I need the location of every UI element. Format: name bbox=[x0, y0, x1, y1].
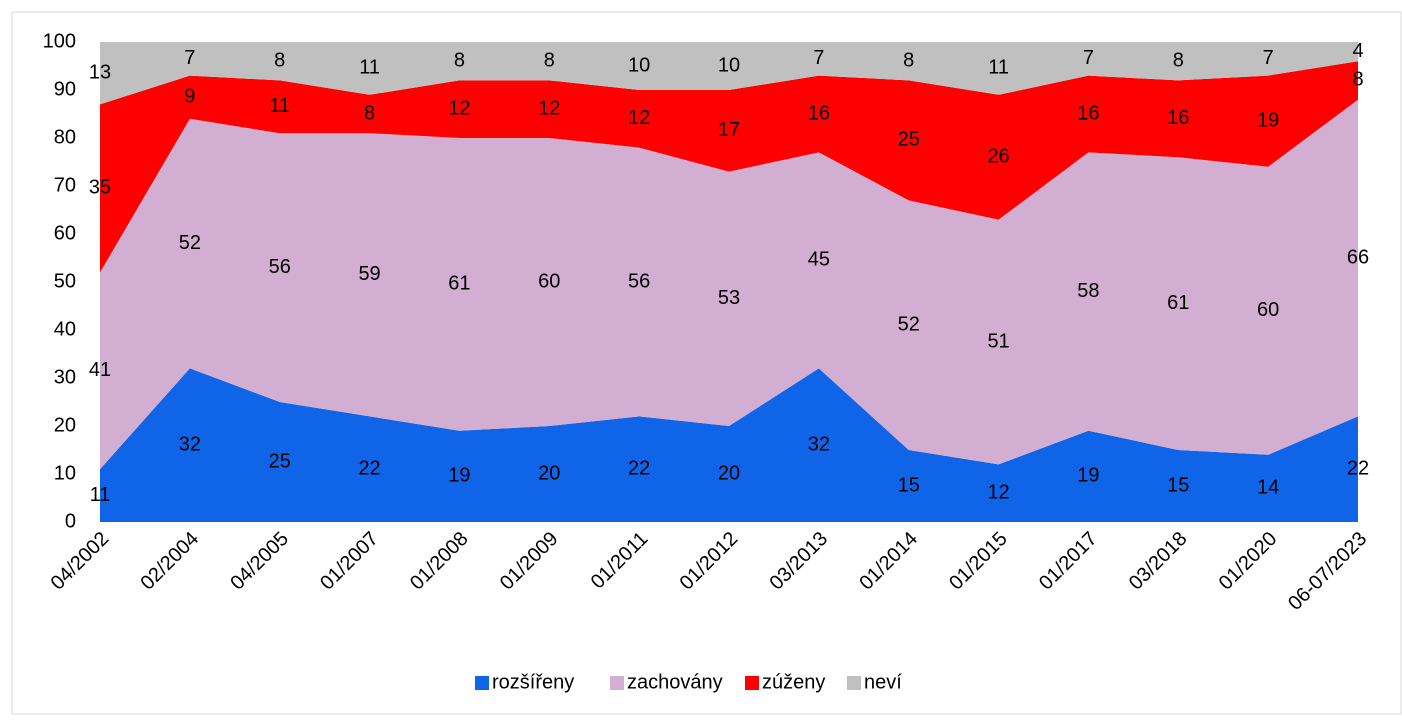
data-label: 22 bbox=[628, 457, 650, 479]
data-label: 59 bbox=[358, 263, 380, 285]
data-label: 10 bbox=[718, 54, 740, 76]
data-label: 60 bbox=[538, 270, 560, 292]
data-label: 22 bbox=[358, 457, 380, 479]
data-label: 16 bbox=[808, 102, 830, 124]
data-label: 4 bbox=[1352, 40, 1363, 62]
data-label: 35 bbox=[89, 177, 111, 199]
y-tick-label: 100 bbox=[43, 30, 76, 52]
data-label: 56 bbox=[628, 270, 650, 292]
legend-label: neví bbox=[864, 671, 902, 693]
data-label: 52 bbox=[179, 232, 201, 254]
legend-label: zachovány bbox=[627, 671, 723, 693]
data-label: 32 bbox=[808, 433, 830, 455]
data-label: 8 bbox=[364, 102, 375, 124]
data-label: 16 bbox=[1167, 107, 1189, 129]
y-tick-label: 0 bbox=[65, 510, 76, 532]
legend-swatch bbox=[475, 676, 489, 690]
data-label: 15 bbox=[898, 474, 920, 496]
y-tick-label: 30 bbox=[54, 366, 76, 388]
data-label: 32 bbox=[179, 433, 201, 455]
data-label: 61 bbox=[448, 273, 470, 295]
data-label: 25 bbox=[269, 450, 291, 472]
data-label: 52 bbox=[898, 313, 920, 335]
data-label: 19 bbox=[1257, 109, 1279, 131]
data-label: 8 bbox=[1173, 49, 1184, 71]
data-label: 11 bbox=[90, 484, 111, 506]
data-label: 8 bbox=[903, 49, 914, 71]
data-label: 7 bbox=[184, 47, 195, 69]
legend-swatch bbox=[610, 676, 624, 690]
data-label: 51 bbox=[987, 330, 1009, 352]
data-label: 20 bbox=[538, 462, 560, 484]
data-label: 12 bbox=[628, 107, 650, 129]
data-label: 8 bbox=[454, 49, 465, 71]
data-label: 58 bbox=[1077, 280, 1099, 302]
data-label: 7 bbox=[1263, 47, 1274, 69]
data-label: 41 bbox=[89, 359, 111, 381]
y-tick-label: 10 bbox=[54, 462, 76, 484]
data-label: 12 bbox=[538, 97, 560, 119]
data-label: 19 bbox=[1077, 465, 1099, 487]
data-label: 56 bbox=[269, 256, 291, 278]
data-label: 45 bbox=[808, 249, 830, 271]
data-label: 61 bbox=[1167, 292, 1189, 314]
y-tick-label: 40 bbox=[54, 318, 76, 340]
y-tick-label: 80 bbox=[54, 126, 76, 148]
y-tick-label: 90 bbox=[54, 78, 76, 100]
data-label: 11 bbox=[988, 57, 1009, 79]
data-label: 8 bbox=[1352, 69, 1363, 91]
data-label: 12 bbox=[987, 481, 1009, 503]
legend-label: rozšířeny bbox=[492, 671, 574, 693]
area bbox=[100, 99, 1358, 470]
data-label: 60 bbox=[1257, 299, 1279, 321]
y-tick-label: 50 bbox=[54, 270, 76, 292]
data-label: 7 bbox=[1083, 47, 1094, 69]
data-label: 11 bbox=[359, 57, 380, 79]
data-label: 25 bbox=[898, 129, 920, 151]
data-label: 17 bbox=[718, 119, 740, 141]
data-label: 12 bbox=[448, 97, 470, 119]
data-label: 19 bbox=[448, 465, 470, 487]
data-label: 11 bbox=[269, 95, 290, 117]
area bbox=[100, 61, 1358, 273]
data-label: 10 bbox=[628, 54, 650, 76]
data-label: 8 bbox=[274, 49, 285, 71]
legend-swatch bbox=[745, 676, 759, 690]
data-label: 22 bbox=[1347, 457, 1369, 479]
data-label: 15 bbox=[1167, 474, 1189, 496]
data-label: 16 bbox=[1077, 102, 1099, 124]
data-label: 26 bbox=[987, 145, 1009, 167]
data-label: 14 bbox=[1257, 477, 1279, 499]
y-tick-label: 60 bbox=[54, 222, 76, 244]
y-tick-label: 70 bbox=[54, 174, 76, 196]
data-label: 66 bbox=[1347, 246, 1369, 268]
data-label: 9 bbox=[184, 85, 195, 107]
data-label: 7 bbox=[813, 47, 824, 69]
legend-label: zúženy bbox=[762, 671, 825, 693]
data-label: 13 bbox=[89, 61, 111, 83]
area bbox=[100, 368, 1358, 522]
data-label: 8 bbox=[544, 49, 555, 71]
legend-swatch bbox=[847, 676, 861, 690]
data-label: 53 bbox=[718, 287, 740, 309]
y-tick-label: 20 bbox=[54, 414, 76, 436]
data-label: 20 bbox=[718, 462, 740, 484]
area bbox=[100, 42, 1358, 105]
